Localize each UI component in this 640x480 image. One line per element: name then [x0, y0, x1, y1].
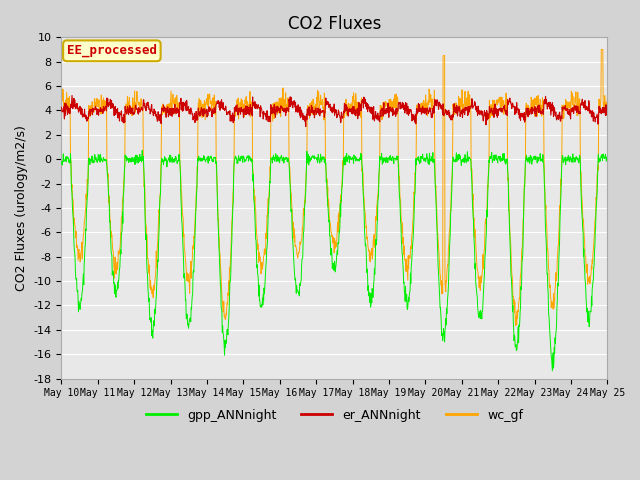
Y-axis label: CO2 Fluxes (urology/m2/s): CO2 Fluxes (urology/m2/s) [15, 125, 28, 291]
Legend: gpp_ANNnight, er_ANNnight, wc_gf: gpp_ANNnight, er_ANNnight, wc_gf [141, 404, 528, 427]
Title: CO2 Fluxes: CO2 Fluxes [288, 15, 381, 33]
Text: EE_processed: EE_processed [67, 44, 157, 58]
